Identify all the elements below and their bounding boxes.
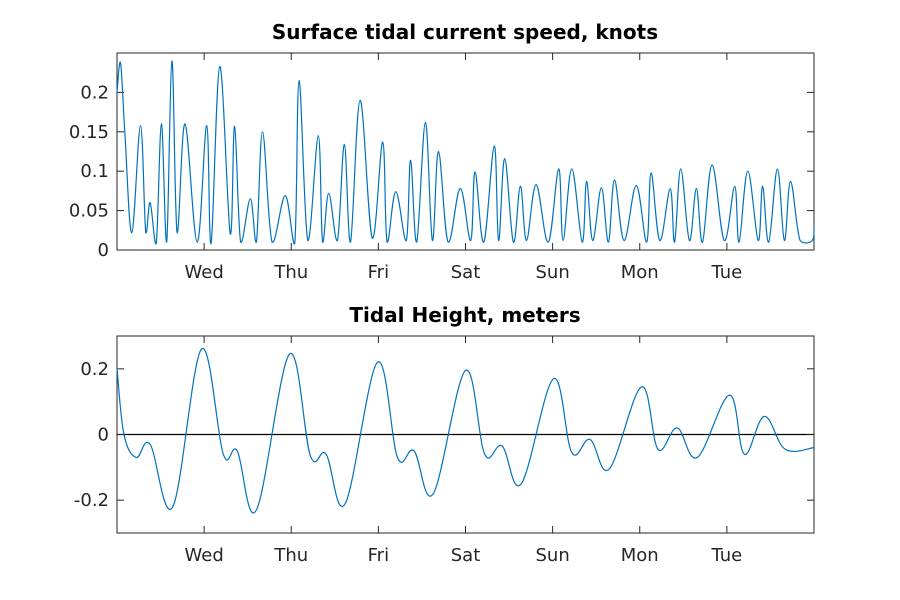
tidal-height-x-tick-label: Tue bbox=[711, 545, 743, 566]
tidal-height-series-line bbox=[116, 348, 815, 514]
current-speed-x-tick-label: Wed bbox=[185, 262, 224, 283]
tidal-height-x-tick-label: Sun bbox=[536, 545, 570, 566]
current-speed-x-tick-label: Tue bbox=[711, 262, 743, 283]
current-speed-x-tick-label: Thu bbox=[273, 262, 308, 283]
current-speed-y-tick-label: 0 bbox=[98, 240, 109, 261]
current-speed-y-tick-label: 0.15 bbox=[69, 122, 109, 143]
tidal-height-y-tick-label: -0.2 bbox=[74, 490, 109, 511]
current-speed-x-tick-label: Sun bbox=[536, 262, 570, 283]
tidal-height-x-tick-label: Thu bbox=[273, 545, 308, 566]
current-speed-series-line bbox=[116, 60, 815, 245]
current-speed-y-tick-label: 0.05 bbox=[69, 201, 109, 222]
tidal-height-y-tick-label: 0 bbox=[98, 425, 109, 446]
tidal-height-x-tick-label: Sat bbox=[451, 545, 481, 566]
tidal-height-y-tick-label: 0.2 bbox=[80, 359, 109, 380]
current-speed-y-tick-label: 0.2 bbox=[80, 82, 109, 103]
current-speed-y-tick-label: 0.1 bbox=[80, 161, 109, 182]
tidal-height-x-tick-label: Fri bbox=[368, 545, 389, 566]
tidal-height-chart: Tidal Height, meters -0.2 0 0.2 Wed Thu Fri Sa… bbox=[74, 303, 815, 566]
tidal-height-ticks: -0.2 0 0.2 Wed Thu Fri Sat Sun Mon Tue bbox=[74, 336, 814, 566]
tidal-height-title: Tidal Height, meters bbox=[349, 303, 580, 327]
tidal-height-x-tick-label: Wed bbox=[185, 545, 224, 566]
current-speed-title: Surface tidal current speed, knots bbox=[272, 20, 658, 44]
current-speed-chart: Surface tidal current speed, knots 0 0.05… bbox=[69, 20, 815, 283]
current-speed-x-tick-label: Fri bbox=[368, 262, 389, 283]
current-speed-ticks: 0 0.05 0.1 0.15 0.2 Wed Thu Fri Sat Sun Mon Tue bbox=[69, 53, 814, 283]
tidal-height-x-tick-label: Mon bbox=[621, 545, 659, 566]
current-speed-x-tick-label: Sat bbox=[451, 262, 481, 283]
current-speed-x-tick-label: Mon bbox=[621, 262, 659, 283]
